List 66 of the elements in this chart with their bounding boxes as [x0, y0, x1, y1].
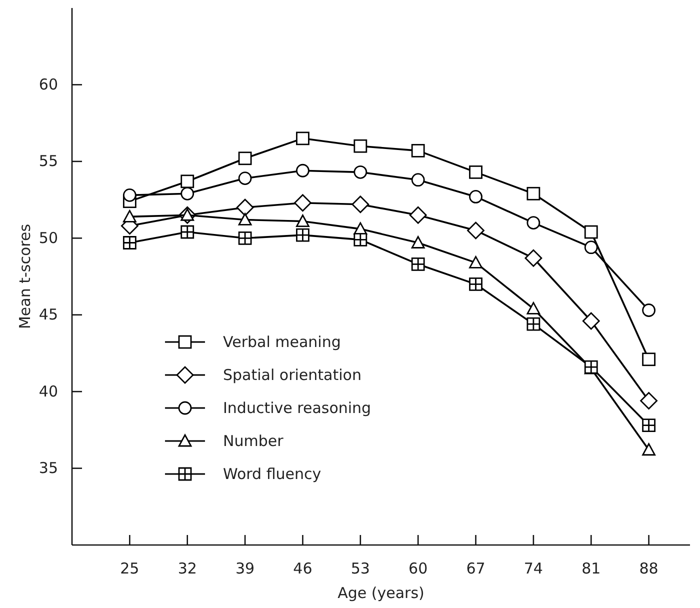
point: [296, 132, 310, 146]
point: [122, 210, 136, 222]
x-tick-label: 74: [524, 560, 543, 578]
point: [584, 225, 598, 239]
x-tick-label: 67: [466, 560, 486, 578]
point: [296, 214, 310, 227]
x-tick-label: 81: [582, 560, 601, 578]
point: [354, 165, 368, 179]
point: [640, 392, 658, 410]
point: [526, 216, 540, 230]
x-tick-label: 60: [408, 560, 428, 578]
y-tick-label: 60: [38, 76, 58, 94]
point: [469, 256, 482, 268]
y-axis-title: Mean t-scores: [16, 224, 34, 330]
point: [526, 186, 540, 200]
point: [469, 165, 482, 179]
legend-label: Verbal meaning: [223, 333, 341, 351]
point: [411, 258, 425, 271]
point: [238, 231, 252, 245]
point: [296, 228, 310, 242]
point: [642, 304, 656, 317]
point: [411, 173, 425, 187]
y-tick-label: 45: [38, 306, 58, 324]
point: [526, 302, 540, 314]
point: [469, 277, 482, 291]
point: [526, 317, 540, 331]
point: [238, 152, 252, 166]
x-axis-title: Age (years): [338, 584, 424, 602]
point: [238, 172, 252, 186]
y-tick-label: 55: [38, 152, 58, 170]
x-tick-label: 88: [639, 560, 658, 578]
x-tick-label: 39: [235, 560, 255, 578]
x-tick-label: 32: [178, 560, 197, 578]
point: [354, 139, 368, 153]
point: [409, 206, 427, 224]
point: [642, 418, 656, 432]
point: [642, 352, 656, 366]
legend-label: Number: [223, 432, 284, 450]
point: [180, 225, 194, 239]
point: [582, 312, 600, 330]
point: [642, 443, 656, 456]
point: [238, 213, 252, 226]
point: [469, 190, 482, 204]
legend-label: Spatial orientation: [223, 366, 362, 384]
point: [411, 236, 425, 248]
point: [524, 249, 542, 267]
y-tick-label: 40: [38, 382, 58, 400]
point: [294, 194, 312, 212]
point: [467, 222, 484, 240]
y-tick-label: 50: [38, 228, 58, 247]
legend-label: Word fluency: [223, 465, 322, 483]
x-tick-label: 46: [293, 560, 312, 578]
point: [122, 236, 136, 250]
point: [122, 188, 136, 202]
x-tick-label: 25: [120, 560, 140, 578]
point: [584, 240, 598, 254]
legend-label: Inductive reasoning: [223, 399, 372, 417]
point: [180, 174, 194, 188]
point: [352, 196, 370, 214]
point: [354, 232, 368, 246]
point: [296, 164, 310, 178]
x-tick-label: 53: [350, 560, 370, 578]
y-tick-label: 35: [38, 459, 58, 478]
point: [180, 186, 194, 200]
point: [236, 198, 254, 216]
point: [411, 144, 425, 158]
